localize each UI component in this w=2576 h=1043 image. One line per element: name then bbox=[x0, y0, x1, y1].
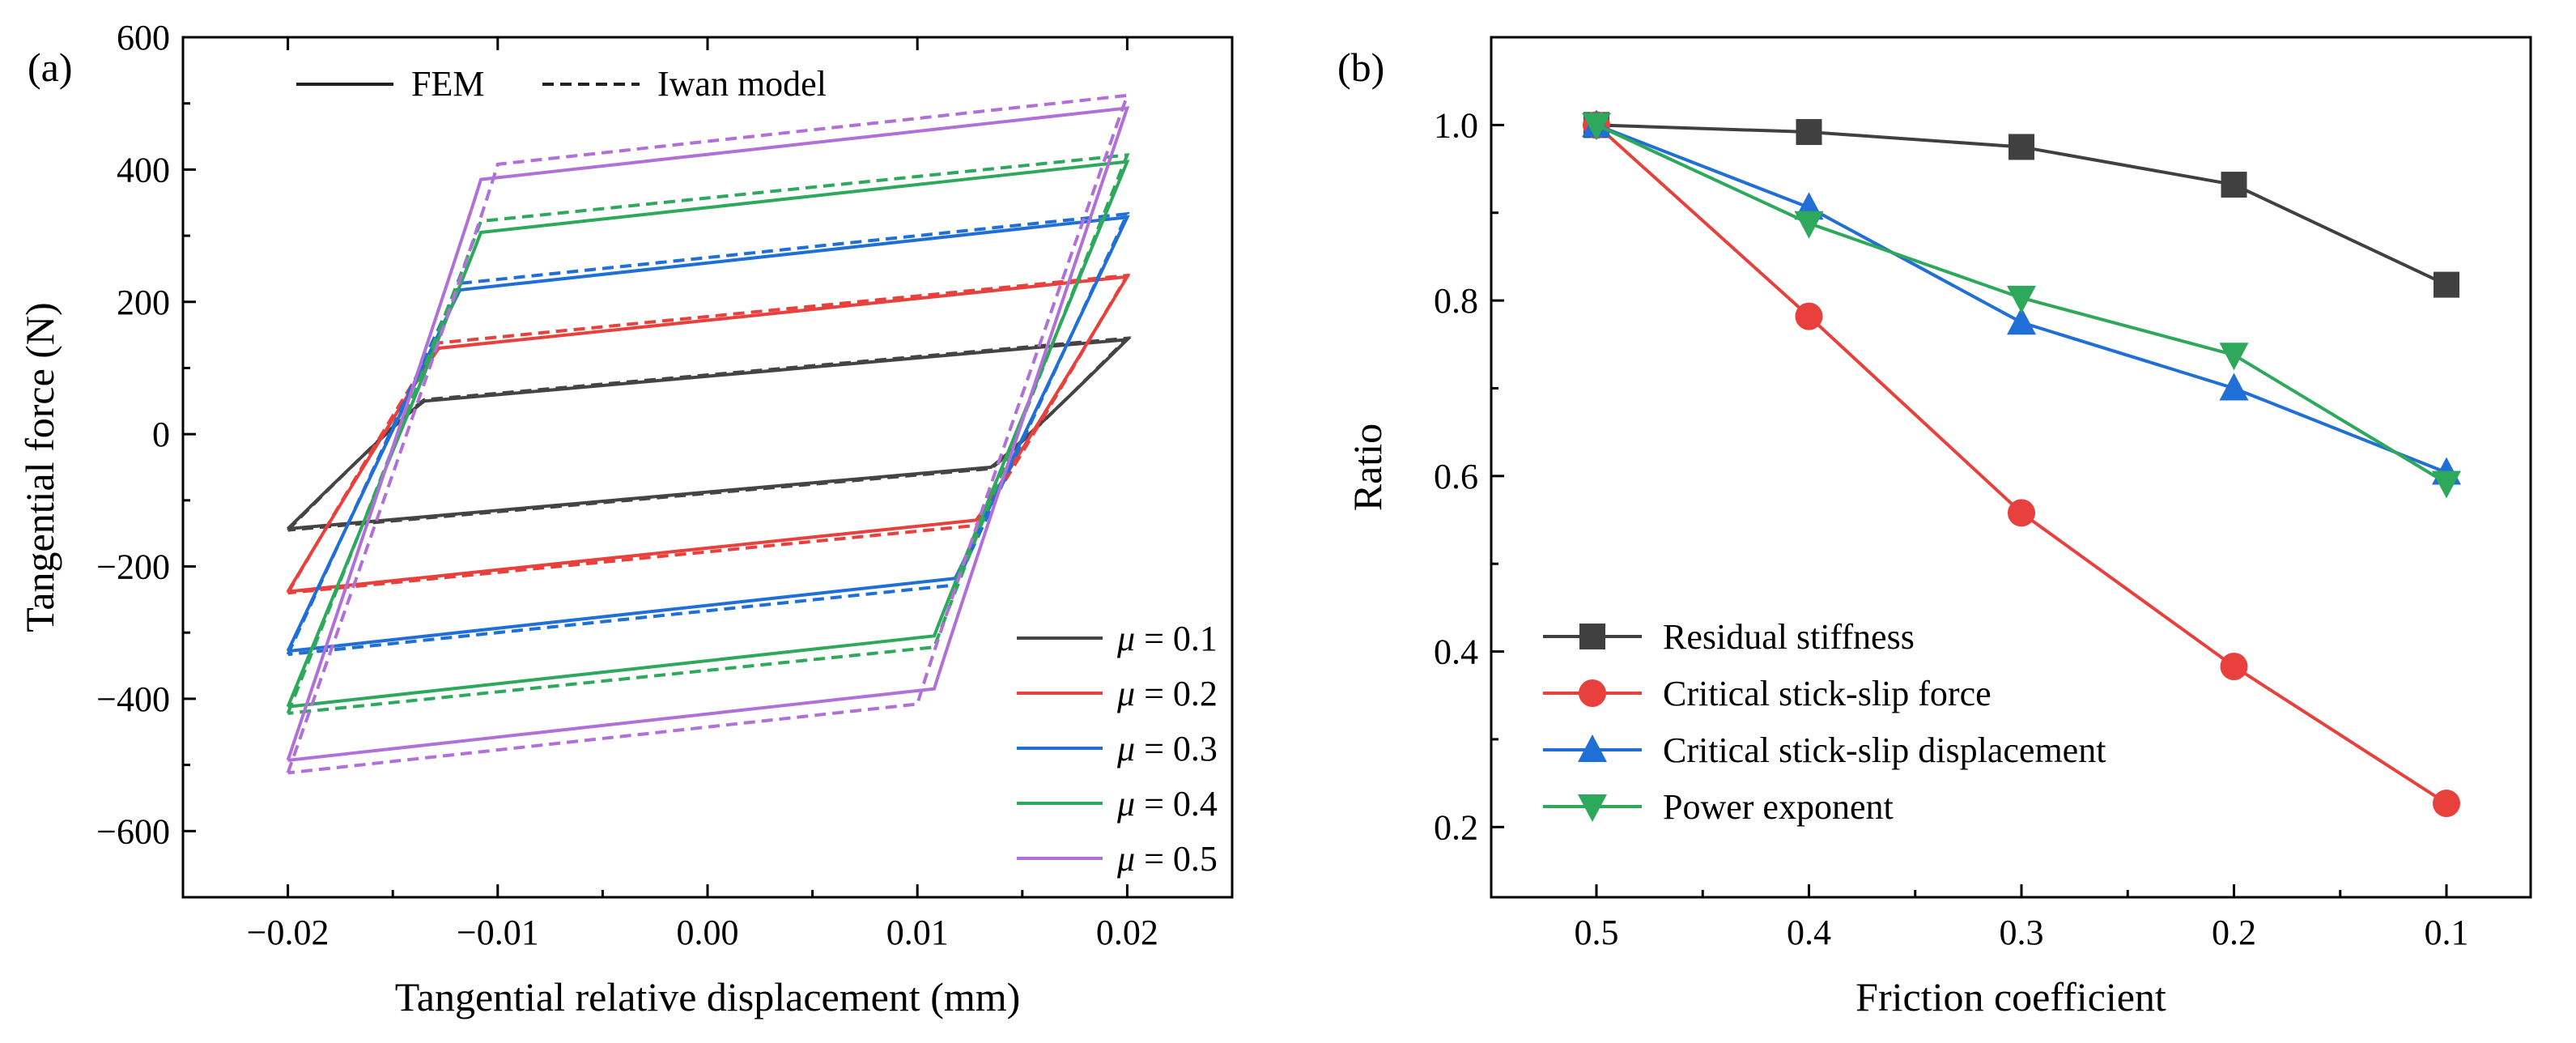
legend-label: Critical stick-slip force bbox=[1663, 674, 1992, 713]
panel-label-b: (b) bbox=[1337, 45, 1384, 90]
y-tick-label-b: 1.0 bbox=[1434, 105, 1478, 145]
data-point bbox=[2007, 307, 2036, 335]
y-tick-label-a: 600 bbox=[117, 18, 170, 57]
hysteresis-series-mu-0.2 bbox=[286, 273, 1131, 595]
fem-loop bbox=[286, 106, 1130, 762]
ratio-series-residual-stiffness bbox=[1583, 112, 2459, 298]
data-point bbox=[2009, 134, 2034, 160]
legend-label-mu: μ = 0.4 bbox=[1116, 784, 1218, 824]
fem-loop bbox=[287, 337, 1132, 530]
data-point bbox=[2432, 470, 2461, 499]
hysteresis-series-mu-0.5 bbox=[286, 93, 1130, 775]
legend-label-mu: μ = 0.5 bbox=[1116, 839, 1218, 879]
y-axis-title-b: Ratio bbox=[1345, 424, 1390, 511]
plot-frame-b bbox=[1490, 36, 2532, 899]
x-tick-label-b: 0.5 bbox=[1575, 913, 1619, 952]
y-tick-label-b: 0.2 bbox=[1434, 807, 1478, 847]
x-tick-label-b: 0.4 bbox=[1787, 913, 1831, 952]
hysteresis-series-mu-0.4 bbox=[286, 153, 1130, 715]
y-tick-label-a: 0 bbox=[152, 415, 170, 454]
iwan-model-loop bbox=[286, 153, 1130, 715]
data-point bbox=[2007, 285, 2036, 313]
data-point bbox=[1796, 119, 1822, 146]
y-tick-label-b: 0.6 bbox=[1434, 457, 1478, 496]
data-point bbox=[2219, 343, 2249, 371]
data-point bbox=[1794, 211, 1824, 239]
data-point bbox=[1795, 302, 1823, 330]
legend-label-mu: μ = 0.2 bbox=[1116, 674, 1218, 713]
iwan-model-loop bbox=[287, 336, 1132, 532]
x-axis-title-a: Tangential relative displacement (mm) bbox=[395, 974, 1021, 1020]
data-point bbox=[2221, 172, 2247, 198]
data-point bbox=[2219, 372, 2249, 401]
legend-label-mu: μ = 0.3 bbox=[1116, 729, 1218, 768]
x-tick-label-b: 0.3 bbox=[2000, 913, 2044, 952]
fem-loop bbox=[286, 215, 1130, 653]
y-tick-label-a: 200 bbox=[117, 283, 170, 322]
hysteresis-series-mu-0.3 bbox=[286, 211, 1130, 657]
y-axis-title-a: Tangential force (N) bbox=[17, 302, 62, 632]
x-tick-label-b: 0.2 bbox=[2212, 913, 2256, 952]
legend-label-fem: FEM bbox=[411, 64, 484, 104]
x-tick-label-a: 0.02 bbox=[1096, 913, 1158, 952]
legend-label: Residual stiffness bbox=[1663, 617, 1915, 657]
x-axis-title-b: Friction coefficient bbox=[1855, 974, 2166, 1020]
data-point bbox=[2008, 499, 2035, 527]
data-point bbox=[2220, 652, 2248, 680]
hysteresis-series-mu-0.1 bbox=[287, 336, 1132, 532]
y-tick-label-a: 400 bbox=[117, 150, 170, 189]
legend-marker bbox=[1579, 679, 1606, 707]
x-tick-label-a: 0.01 bbox=[886, 913, 949, 952]
legend-marker bbox=[1578, 734, 1607, 762]
data-point bbox=[2434, 271, 2459, 298]
y-tick-label-a: −400 bbox=[96, 679, 170, 719]
data-point bbox=[1582, 113, 1611, 141]
y-tick-label-b: 0.8 bbox=[1434, 281, 1478, 321]
legend-marker bbox=[1578, 794, 1607, 822]
legend-label: Critical stick-slip displacement bbox=[1663, 730, 2106, 770]
data-point bbox=[2433, 790, 2460, 818]
ratio-series-power-exponent bbox=[1582, 113, 2461, 499]
y-tick-label-a: −200 bbox=[96, 547, 170, 587]
x-tick-label-a: −0.01 bbox=[457, 913, 539, 952]
panel-label-a: (a) bbox=[28, 45, 73, 90]
iwan-model-loop bbox=[286, 93, 1130, 775]
x-tick-label-a: −0.02 bbox=[247, 913, 329, 952]
x-tick-label-b: 0.1 bbox=[2425, 913, 2469, 952]
x-tick-label-a: 0.00 bbox=[677, 913, 739, 952]
y-tick-label-a: −600 bbox=[96, 811, 170, 851]
panel-a: −0.02 −0.01 0.00 0.01 0.02 −600 −400 −200 0 200 40… bbox=[17, 18, 1234, 1020]
legend-label-iwan: Iwan model bbox=[657, 64, 827, 104]
fem-loop bbox=[286, 275, 1131, 594]
legend-marker bbox=[1579, 624, 1605, 649]
legend-label-mu: μ = 0.1 bbox=[1116, 619, 1218, 658]
fem-loop bbox=[286, 160, 1130, 709]
iwan-model-loop bbox=[286, 273, 1131, 595]
iwan-model-loop bbox=[286, 211, 1130, 657]
y-tick-label-b: 0.4 bbox=[1434, 632, 1478, 672]
panel-b: 0.5 0.4 0.3 0.2 0.1 0.2 0.4 0.6 0.8 1.0 Friction c… bbox=[1337, 36, 2532, 1020]
legend-label: Power exponent bbox=[1663, 787, 1894, 827]
